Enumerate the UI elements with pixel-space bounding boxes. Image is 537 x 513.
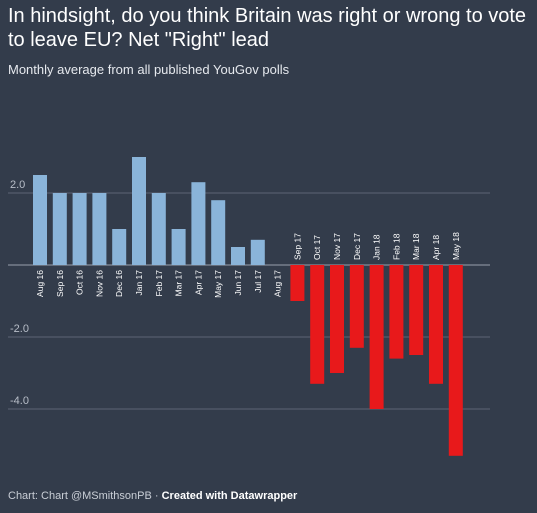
bar[interactable]	[171, 229, 186, 265]
bar[interactable]	[112, 229, 127, 265]
x-tick-label: May 18	[451, 232, 461, 260]
x-tick-label: Feb 17	[154, 270, 164, 297]
category-labels: Aug 16 Sep 16 Oct 16 Nov 16 Dec 16 Jan 17 Feb …	[35, 232, 461, 298]
bar[interactable]	[448, 265, 463, 456]
chart-subtitle: Monthly average from all published YouGo…	[8, 62, 290, 77]
x-tick-label: Jan 18	[372, 234, 382, 260]
bar[interactable]	[389, 265, 404, 359]
bar-chart: 2.0 -2.0 -4.0 Aug 16 Sep 16 Oct 16 Nov 16 Dec …	[8, 157, 490, 456]
x-tick-label: Apr 18	[431, 235, 441, 260]
x-tick-label: Sep 17	[292, 233, 302, 260]
x-tick-label: Apr 17	[193, 270, 203, 295]
x-tick-label: Oct 17	[312, 235, 322, 260]
y-tick-label: -2.0	[10, 323, 29, 335]
bar[interactable]	[250, 239, 265, 265]
bar[interactable]	[409, 265, 424, 355]
bar[interactable]	[290, 265, 305, 301]
bar[interactable]	[231, 247, 245, 265]
bar[interactable]	[151, 193, 166, 265]
chart-footer: Chart: Chart @MSmithsonPB · Created with…	[8, 490, 297, 502]
footer-separator: ·	[151, 490, 162, 502]
x-tick-label: Oct 16	[75, 270, 85, 295]
bar[interactable]	[310, 265, 325, 384]
x-tick-label: Nov 16	[94, 270, 104, 297]
bars	[33, 157, 463, 456]
bar[interactable]	[349, 265, 364, 348]
x-tick-label: Mar 18	[411, 233, 421, 260]
y-tick-label: -4.0	[10, 395, 29, 407]
chart-title: In hindsight, do you think Britain was r…	[8, 5, 527, 51]
bar[interactable]	[92, 193, 107, 265]
x-tick-label: Aug 16	[35, 270, 45, 297]
x-tick-label: Jun 17	[233, 270, 243, 296]
x-tick-label: May 17	[213, 270, 223, 298]
x-tick-label: Feb 18	[391, 233, 401, 260]
footer-source[interactable]: Chart: Chart @MSmithsonPB	[8, 490, 152, 502]
footer-credit[interactable]: Created with Datawrapper	[161, 490, 298, 502]
x-tick-label: Nov 17	[332, 233, 342, 260]
bar[interactable]	[132, 157, 146, 265]
x-tick-label: Jul 17	[253, 270, 263, 293]
bar[interactable]	[211, 200, 226, 265]
bar[interactable]	[33, 175, 47, 265]
bar[interactable]	[72, 193, 87, 265]
x-tick-label: Jan 17	[134, 270, 144, 296]
x-tick-label: Dec 17	[352, 233, 362, 260]
bar[interactable]	[52, 193, 67, 265]
y-tick-label: 2.0	[10, 179, 25, 191]
x-tick-label: Aug 17	[273, 270, 283, 297]
x-tick-label: Sep 16	[55, 270, 65, 297]
bar[interactable]	[191, 182, 206, 265]
bar[interactable]	[429, 265, 443, 384]
bar[interactable]	[369, 265, 384, 409]
bar[interactable]	[330, 265, 344, 373]
x-tick-label: Mar 17	[174, 270, 184, 297]
x-tick-label: Dec 16	[114, 270, 124, 297]
